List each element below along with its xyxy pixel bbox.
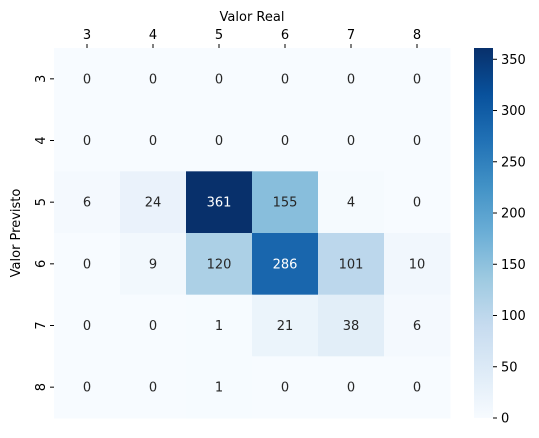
- colorbar-tick-label: 250: [501, 155, 526, 170]
- y-tick-label: 4: [34, 136, 49, 144]
- cell-value-label: 0: [347, 381, 355, 396]
- cell-value-label: 38: [343, 319, 360, 334]
- y-axis-ticks: 3 4 5 6 7 8: [34, 75, 54, 392]
- cell-value-label: 21: [277, 319, 294, 334]
- x-tick-label: 5: [215, 28, 223, 43]
- cell-value-label: 0: [83, 134, 91, 149]
- cell-value-label: 9: [149, 257, 157, 272]
- cell-value-label: 0: [413, 381, 421, 396]
- cell-value-label: 1: [215, 381, 223, 396]
- cell-value-label: 6: [413, 319, 421, 334]
- cell-value-label: 0: [347, 72, 355, 87]
- y-tick-label: 5: [34, 198, 49, 206]
- cell-value-label: 0: [281, 72, 289, 87]
- y-tick-label: 3: [34, 75, 49, 83]
- y-tick-label: 6: [34, 260, 49, 268]
- cell-value-label: 0: [347, 134, 355, 149]
- y-tick-label: 8: [34, 383, 49, 391]
- cell-value-label: 0: [413, 196, 421, 211]
- cell-value-label: 4: [347, 196, 355, 211]
- cell-value-label: 0: [83, 72, 91, 87]
- colorbar-tick-label: 50: [501, 360, 518, 375]
- colorbar-tick-label: 150: [501, 258, 526, 273]
- colorbar-gradient: [474, 48, 493, 418]
- x-tick-label: 3: [83, 28, 91, 43]
- x-tick-label: 6: [281, 28, 289, 43]
- cell-value-label: 0: [149, 72, 157, 87]
- cell-value-label: 0: [413, 72, 421, 87]
- cell-value-label: 24: [145, 196, 162, 211]
- heatmap-cells: [54, 48, 451, 419]
- x-axis-ticks: 3 4 5 6 7 8: [83, 28, 421, 48]
- y-tick-label: 7: [34, 321, 49, 329]
- x-tick-label: 7: [347, 28, 355, 43]
- cell-value-label: 0: [281, 381, 289, 396]
- cell-value-label: 120: [207, 257, 232, 272]
- cell-value-label: 10: [409, 257, 426, 272]
- cell-value-label: 286: [273, 257, 298, 272]
- cell-value-label: 0: [413, 134, 421, 149]
- cell-value-label: 1: [215, 319, 223, 334]
- colorbar: 0 50 100 150 200 250 300 350: [474, 48, 526, 427]
- cell-value-label: 101: [339, 257, 364, 272]
- colorbar-tick-label: 100: [501, 309, 526, 324]
- cell-value-label: 6: [83, 196, 91, 211]
- cell-value-label: 155: [273, 196, 298, 211]
- x-tick-label: 8: [413, 28, 421, 43]
- cell-value-label: 0: [281, 134, 289, 149]
- cell-value-label: 0: [215, 134, 223, 149]
- colorbar-tick-label: 300: [501, 104, 526, 119]
- cell-value-label: 0: [83, 381, 91, 396]
- cell-value-label: 0: [149, 381, 157, 396]
- cell-value-label: 0: [83, 257, 91, 272]
- colorbar-tick-label: 350: [501, 53, 526, 68]
- colorbar-tick-label: 0: [501, 412, 509, 427]
- cell-value-label: 0: [149, 319, 157, 334]
- y-axis-title: Valor Previsto: [9, 189, 24, 278]
- cell-value-label: 0: [149, 134, 157, 149]
- colorbar-tick-label: 200: [501, 207, 526, 222]
- cell-value-label: 361: [207, 196, 232, 211]
- x-axis-title: Valor Real: [220, 10, 285, 25]
- x-tick-label: 4: [149, 28, 157, 43]
- cell-value-label: 0: [215, 72, 223, 87]
- cell-value-label: 0: [83, 319, 91, 334]
